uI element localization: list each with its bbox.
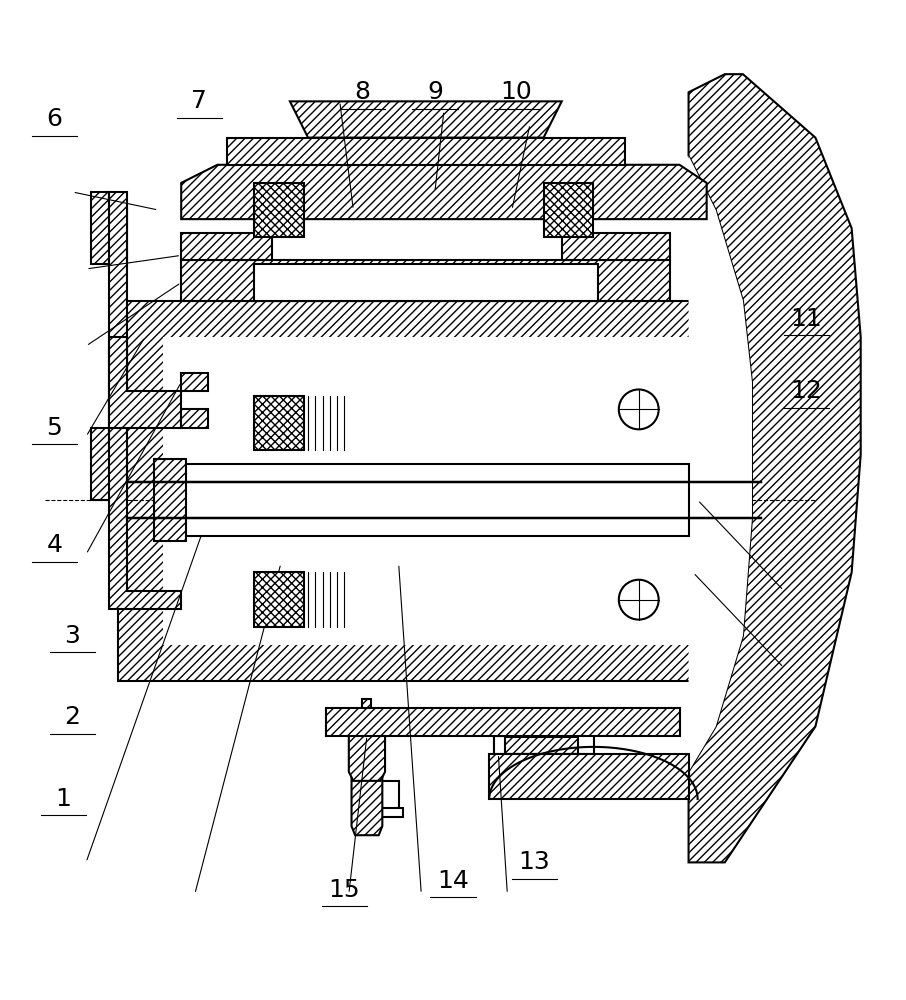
Polygon shape (489, 754, 689, 799)
Text: 11: 11 (790, 307, 823, 331)
Bar (358, 781, 399, 813)
Polygon shape (91, 192, 127, 264)
Bar (181, 464, 689, 536)
Bar (544, 183, 593, 237)
Text: 5: 5 (46, 416, 63, 440)
Bar (181, 373, 208, 391)
Text: 9: 9 (427, 80, 443, 104)
Text: 13: 13 (518, 850, 551, 874)
Bar (154, 459, 186, 541)
Polygon shape (109, 192, 181, 609)
Bar (181, 233, 272, 260)
Bar (494, 737, 593, 754)
Bar (118, 301, 770, 681)
Circle shape (619, 389, 659, 429)
Polygon shape (689, 74, 861, 862)
Bar (362, 699, 371, 772)
Bar (353, 808, 403, 817)
Text: 7: 7 (191, 89, 207, 113)
Polygon shape (349, 736, 385, 781)
Bar (226, 138, 625, 165)
Bar (163, 337, 707, 645)
Bar (494, 736, 505, 755)
Bar (254, 396, 304, 450)
Polygon shape (91, 428, 127, 500)
Bar (254, 572, 304, 627)
Polygon shape (181, 165, 707, 219)
Polygon shape (352, 772, 382, 835)
Text: 4: 4 (46, 533, 63, 557)
Text: 1: 1 (55, 787, 72, 811)
Polygon shape (326, 708, 680, 736)
Polygon shape (109, 337, 181, 428)
Text: 12: 12 (790, 379, 823, 403)
Bar (578, 734, 594, 757)
Polygon shape (689, 156, 752, 772)
Polygon shape (290, 101, 562, 138)
Text: 14: 14 (437, 869, 469, 893)
Bar (496, 754, 592, 772)
Bar (181, 409, 208, 428)
Bar (254, 264, 598, 301)
Text: 3: 3 (64, 624, 81, 648)
Text: 8: 8 (354, 80, 371, 104)
Text: 6: 6 (46, 107, 63, 131)
Text: 2: 2 (64, 705, 81, 729)
Bar (254, 183, 304, 237)
Text: 10: 10 (500, 80, 533, 104)
Text: 15: 15 (329, 878, 360, 902)
Bar (181, 260, 670, 301)
Bar (562, 233, 670, 260)
Circle shape (619, 580, 659, 620)
